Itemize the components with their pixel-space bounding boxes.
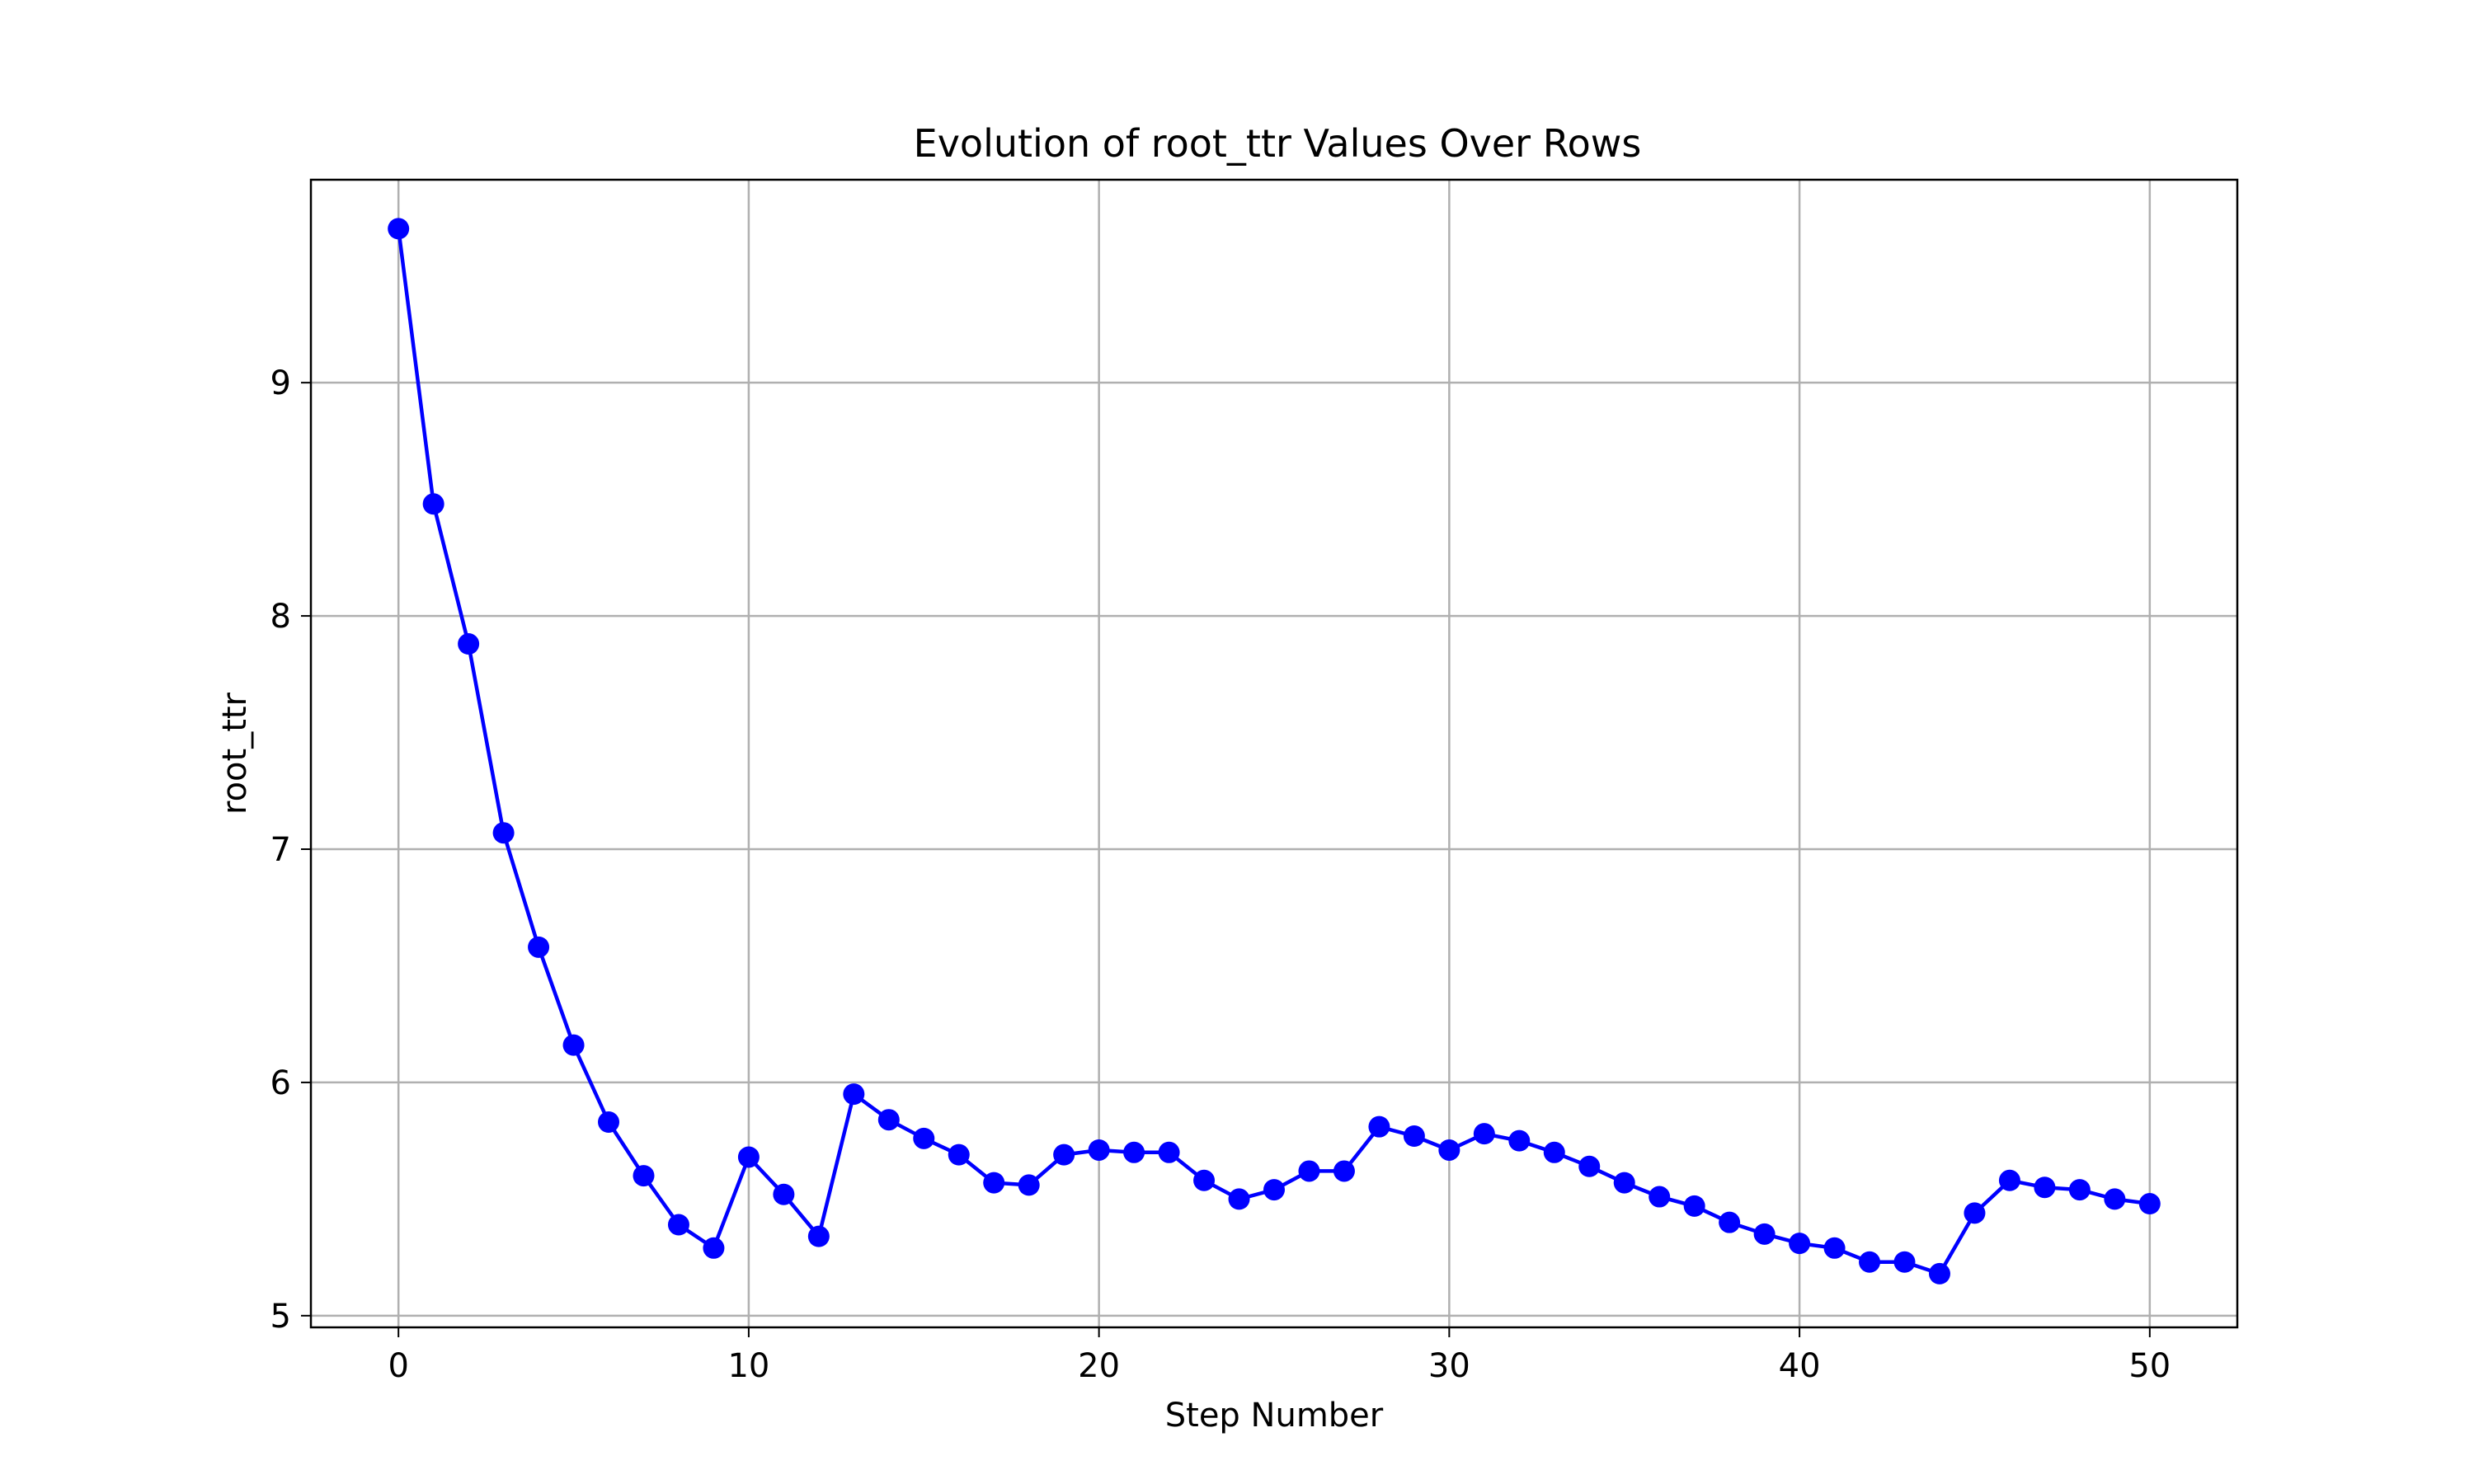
y-tick-label: 7 bbox=[270, 831, 291, 869]
y-tick-label: 8 bbox=[270, 598, 291, 636]
x-axis-label: Step Number bbox=[1165, 1397, 1384, 1435]
data-point bbox=[2068, 1179, 2091, 1201]
data-point bbox=[1859, 1251, 1881, 1273]
data-point bbox=[1228, 1188, 1250, 1210]
y-tick-label: 9 bbox=[270, 364, 291, 402]
data-point bbox=[1964, 1202, 1986, 1224]
data-point bbox=[1088, 1139, 1110, 1161]
data-point bbox=[1333, 1160, 1355, 1182]
data-point bbox=[2034, 1176, 2056, 1199]
data-point bbox=[1719, 1211, 1741, 1233]
data-point bbox=[1649, 1186, 1671, 1208]
data-point bbox=[422, 493, 444, 515]
y-tick-label: 6 bbox=[270, 1064, 291, 1102]
data-point bbox=[1789, 1233, 1811, 1255]
data-point bbox=[1998, 1169, 2020, 1191]
x-tick-label: 40 bbox=[1779, 1347, 1821, 1385]
data-point bbox=[667, 1214, 689, 1236]
data-point bbox=[1403, 1125, 1425, 1147]
data-point bbox=[1123, 1141, 1145, 1163]
data-point bbox=[528, 936, 550, 958]
data-point bbox=[1473, 1123, 1495, 1145]
data-point bbox=[1508, 1129, 1531, 1152]
x-tick-label: 20 bbox=[1078, 1347, 1120, 1385]
data-point bbox=[388, 218, 410, 240]
data-point bbox=[598, 1111, 620, 1134]
chart-title: Evolution of root_ttr Values Over Rows bbox=[914, 121, 1642, 166]
data-point bbox=[458, 633, 480, 655]
data-point bbox=[1753, 1223, 1776, 1245]
data-point bbox=[562, 1034, 585, 1056]
data-point bbox=[737, 1146, 760, 1168]
data-point bbox=[1578, 1155, 1601, 1177]
data-point bbox=[492, 822, 515, 844]
data-point bbox=[1928, 1262, 1950, 1284]
data-point bbox=[983, 1172, 1005, 1194]
data-point bbox=[1368, 1115, 1390, 1138]
data-point bbox=[1613, 1172, 1635, 1194]
x-tick-label: 0 bbox=[388, 1347, 408, 1385]
data-point bbox=[633, 1165, 655, 1187]
y-tick-label: 5 bbox=[270, 1298, 291, 1336]
data-point bbox=[1263, 1179, 1285, 1201]
data-point bbox=[2138, 1193, 2161, 1215]
x-tick-label: 30 bbox=[1428, 1347, 1470, 1385]
data-point bbox=[2104, 1188, 2126, 1210]
data-point bbox=[948, 1144, 970, 1166]
data-point bbox=[1158, 1141, 1180, 1163]
x-tick-label: 50 bbox=[2128, 1347, 2171, 1385]
data-series bbox=[388, 218, 2161, 1284]
data-point bbox=[1018, 1174, 1040, 1196]
data-point bbox=[1823, 1237, 1846, 1259]
data-point bbox=[1298, 1160, 1320, 1182]
data-point bbox=[1438, 1139, 1460, 1161]
series-line bbox=[396, 228, 2151, 1276]
data-point bbox=[1543, 1141, 1565, 1163]
x-tick-label: 10 bbox=[727, 1347, 769, 1385]
data-point bbox=[703, 1237, 725, 1259]
data-point bbox=[1053, 1144, 1075, 1166]
data-point bbox=[843, 1083, 865, 1106]
data-point bbox=[1193, 1169, 1216, 1191]
data-point bbox=[1683, 1195, 1705, 1217]
y-axis-label: root_ttr bbox=[216, 692, 254, 815]
plot-area-frame bbox=[309, 178, 2239, 1329]
data-point bbox=[773, 1183, 795, 1205]
data-point bbox=[877, 1109, 900, 1131]
data-point bbox=[1893, 1251, 1916, 1273]
data-point bbox=[807, 1225, 830, 1247]
grid-lines bbox=[311, 180, 2237, 1327]
axis-ticks: 0 10 20 30 40 50 5 6 7 8 9 bbox=[270, 364, 2171, 1385]
data-point bbox=[913, 1127, 935, 1149]
